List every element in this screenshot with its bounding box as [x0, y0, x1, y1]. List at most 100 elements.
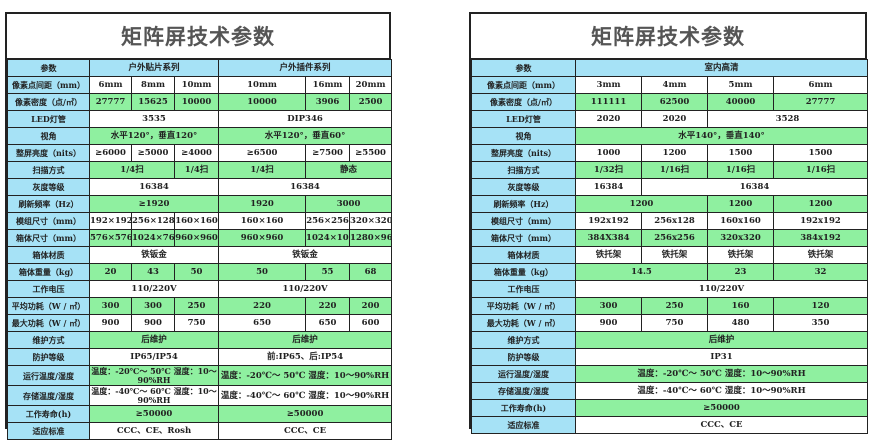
table-cell: 480 — [707, 314, 774, 332]
row-label: 工作电压 — [7, 280, 90, 298]
row-label: 最大功耗（W / ㎡） — [471, 314, 576, 332]
row-label: 整屏亮度（nits） — [7, 144, 90, 162]
table-cell: 1280×960 — [349, 229, 393, 247]
table-row: 最大功耗（W / ㎡） 900 750 480 350 — [471, 314, 869, 332]
table-cell: 1/4扫 — [89, 161, 175, 179]
table-cell: 16384 — [640, 178, 869, 196]
table-row: 模组尺寸（mm） 192x192 256x128 160x160 192x192 — [471, 212, 869, 230]
table-cell: 1024×768 — [131, 229, 175, 247]
table-cell: 3906 — [305, 93, 351, 111]
table-row: 最大功耗（W / ㎡） 900 900 750 650 650 600 — [7, 314, 393, 332]
table-cell: 960×960 — [173, 229, 220, 247]
table-cell: 160x160 — [707, 212, 774, 230]
table-cell: 14.5 — [575, 263, 708, 281]
table-cell: 250 — [641, 297, 708, 315]
table-cell: 铁托架 — [707, 246, 774, 264]
table-cell: DIP346 — [218, 110, 393, 128]
table-cell: 1500 — [707, 144, 774, 162]
row-label: 刷新频率（Hz） — [7, 195, 90, 213]
header-row: 参数 户外贴片系列 户外插件系列 — [7, 59, 393, 77]
column-header: 室内高清 — [574, 59, 869, 77]
table-cell: 900 — [575, 314, 642, 332]
table-cell: 1000 — [575, 144, 642, 162]
row-label: 运行温度/湿度 — [471, 365, 576, 383]
table-cell: 120 — [772, 297, 869, 315]
table-cell: 温度：-20℃～ 50℃ 湿度：10～90%RH — [574, 365, 869, 383]
table-cell: 250 — [173, 297, 220, 315]
table-cell: CCC、CE、Rosh — [88, 422, 220, 440]
row-label: 平均功耗（W / ㎡） — [7, 297, 90, 315]
table-cell: 110/220V — [574, 280, 869, 298]
table-cell: CCC、CE — [218, 422, 393, 440]
table-cell: 后维护 — [574, 331, 869, 349]
table-cell: 160×160 — [173, 212, 220, 230]
table-cell: 静态 — [305, 161, 393, 179]
table-row: 箱体重量（kg） 14.5 23 32 — [471, 263, 869, 281]
table-row: 工作电压 110/220V 110/220V — [7, 280, 393, 298]
table-cell: 10000 — [218, 93, 307, 111]
row-label: 适应标准 — [471, 416, 576, 434]
table-cell: 温度：-20℃～ 50℃ 湿度：10～90%RH — [218, 365, 393, 386]
table-cell: 3000 — [305, 195, 393, 213]
table-cell: 55 — [305, 263, 351, 281]
table-cell: 2500 — [349, 93, 393, 111]
table-cell: 水平120°，垂直120° — [88, 127, 220, 145]
row-label: 扫描方式 — [7, 161, 90, 179]
row-label: LED灯管 — [7, 110, 90, 128]
table-cell: 温度：-20℃～ 50℃ 湿度：10～90%RH — [88, 365, 220, 386]
sheet-title: 矩阵屏技术参数 — [7, 14, 389, 59]
row-label: 箱体材质 — [7, 246, 90, 264]
table-row: 扫描方式 1/32扫 1/16扫 1/16扫 1/16扫 — [471, 161, 869, 179]
spec-table: 参数 室内高清 像素点间距（mm） 3mm 4mm 5mm 6mm 像素密度（点/㎡） 1111… — [471, 59, 869, 434]
table-cell: 1500 — [772, 144, 869, 162]
row-label: 防护等级 — [7, 348, 90, 366]
table-cell: ≥50000 — [88, 405, 220, 423]
table-cell: 铁托架 — [641, 246, 708, 264]
table-row: 刷新频率（Hz） 1200 1200 1200 — [471, 195, 869, 213]
table-cell: 1/16扫 — [707, 161, 774, 179]
row-label: 存储温度/湿度 — [471, 382, 576, 400]
column-header: 参数 — [7, 59, 90, 77]
table-row: 适应标准 CCC、CE、Rosh CCC、CE — [7, 422, 393, 440]
row-label: 视角 — [471, 127, 576, 145]
table-row: 整屏亮度（nits） ≥6000 ≥5000 ≥4000 ≥6500 ≥7500 ≥5500 — [7, 144, 393, 162]
table-cell: 192x192 — [575, 212, 642, 230]
row-label: 模组尺寸（mm） — [471, 212, 576, 230]
table-cell: IP65/IP54 — [88, 348, 220, 366]
row-label: 箱体尺寸（mm） — [7, 229, 90, 247]
header-row: 参数 室内高清 — [471, 59, 869, 77]
table-row: 箱体材质 铁钣金 铁钣金 — [7, 246, 393, 264]
table-cell: 3528 — [706, 110, 869, 128]
table-row: 像素点间距（mm） 6mm 8mm 10mm 10mm 16mm 20mm — [7, 76, 393, 94]
table-cell: 600 — [349, 314, 393, 332]
table-cell: ≥5000 — [131, 144, 175, 162]
table-cell: 2020 — [641, 110, 708, 128]
table-cell: 铁钣金 — [88, 246, 220, 264]
table-cell: 铁托架 — [575, 246, 642, 264]
table-cell: 50 — [218, 263, 307, 281]
table-row: 像素点间距（mm） 3mm 4mm 5mm 6mm — [471, 76, 869, 94]
table-cell: 水平140°，垂直140° — [574, 127, 869, 145]
table-cell: 192x192 — [772, 212, 869, 230]
table-cell: 900 — [89, 314, 132, 332]
table-cell: ≥7500 — [305, 144, 351, 162]
table-row: 视角 水平120°，垂直120° 水平120°，垂直60° — [7, 127, 393, 145]
table-cell: 40000 — [707, 93, 774, 111]
table-cell: 6mm — [89, 76, 132, 94]
table-row: 像素密度（点/㎡） 27777 15625 10000 10000 3906 2500 — [7, 93, 393, 111]
column-header: 户外贴片系列 — [88, 59, 220, 77]
table-cell: 温度：-40℃～ 60℃ 湿度：10～90%RH — [574, 382, 869, 400]
row-label: 平均功耗（W / ㎡） — [471, 297, 576, 315]
table-cell: ≥50000 — [218, 405, 393, 423]
table-cell: 3535 — [88, 110, 220, 128]
table-cell: 384x192 — [772, 229, 869, 247]
table-cell: 27777 — [772, 93, 869, 111]
table-row: 存储温度/湿度 温度：-40℃～ 60℃ 湿度：10～90%RH 温度：-40℃～ … — [7, 385, 393, 406]
row-label: 刷新频率（Hz） — [471, 195, 576, 213]
table-cell: 750 — [641, 314, 708, 332]
row-label: 灰度等级 — [471, 178, 576, 196]
row-label: 像素密度（点/㎡） — [7, 93, 90, 111]
table-cell: 1/16扫 — [772, 161, 869, 179]
row-label: 工作寿命(h) — [7, 405, 90, 423]
table-cell: ≥6500 — [218, 144, 307, 162]
